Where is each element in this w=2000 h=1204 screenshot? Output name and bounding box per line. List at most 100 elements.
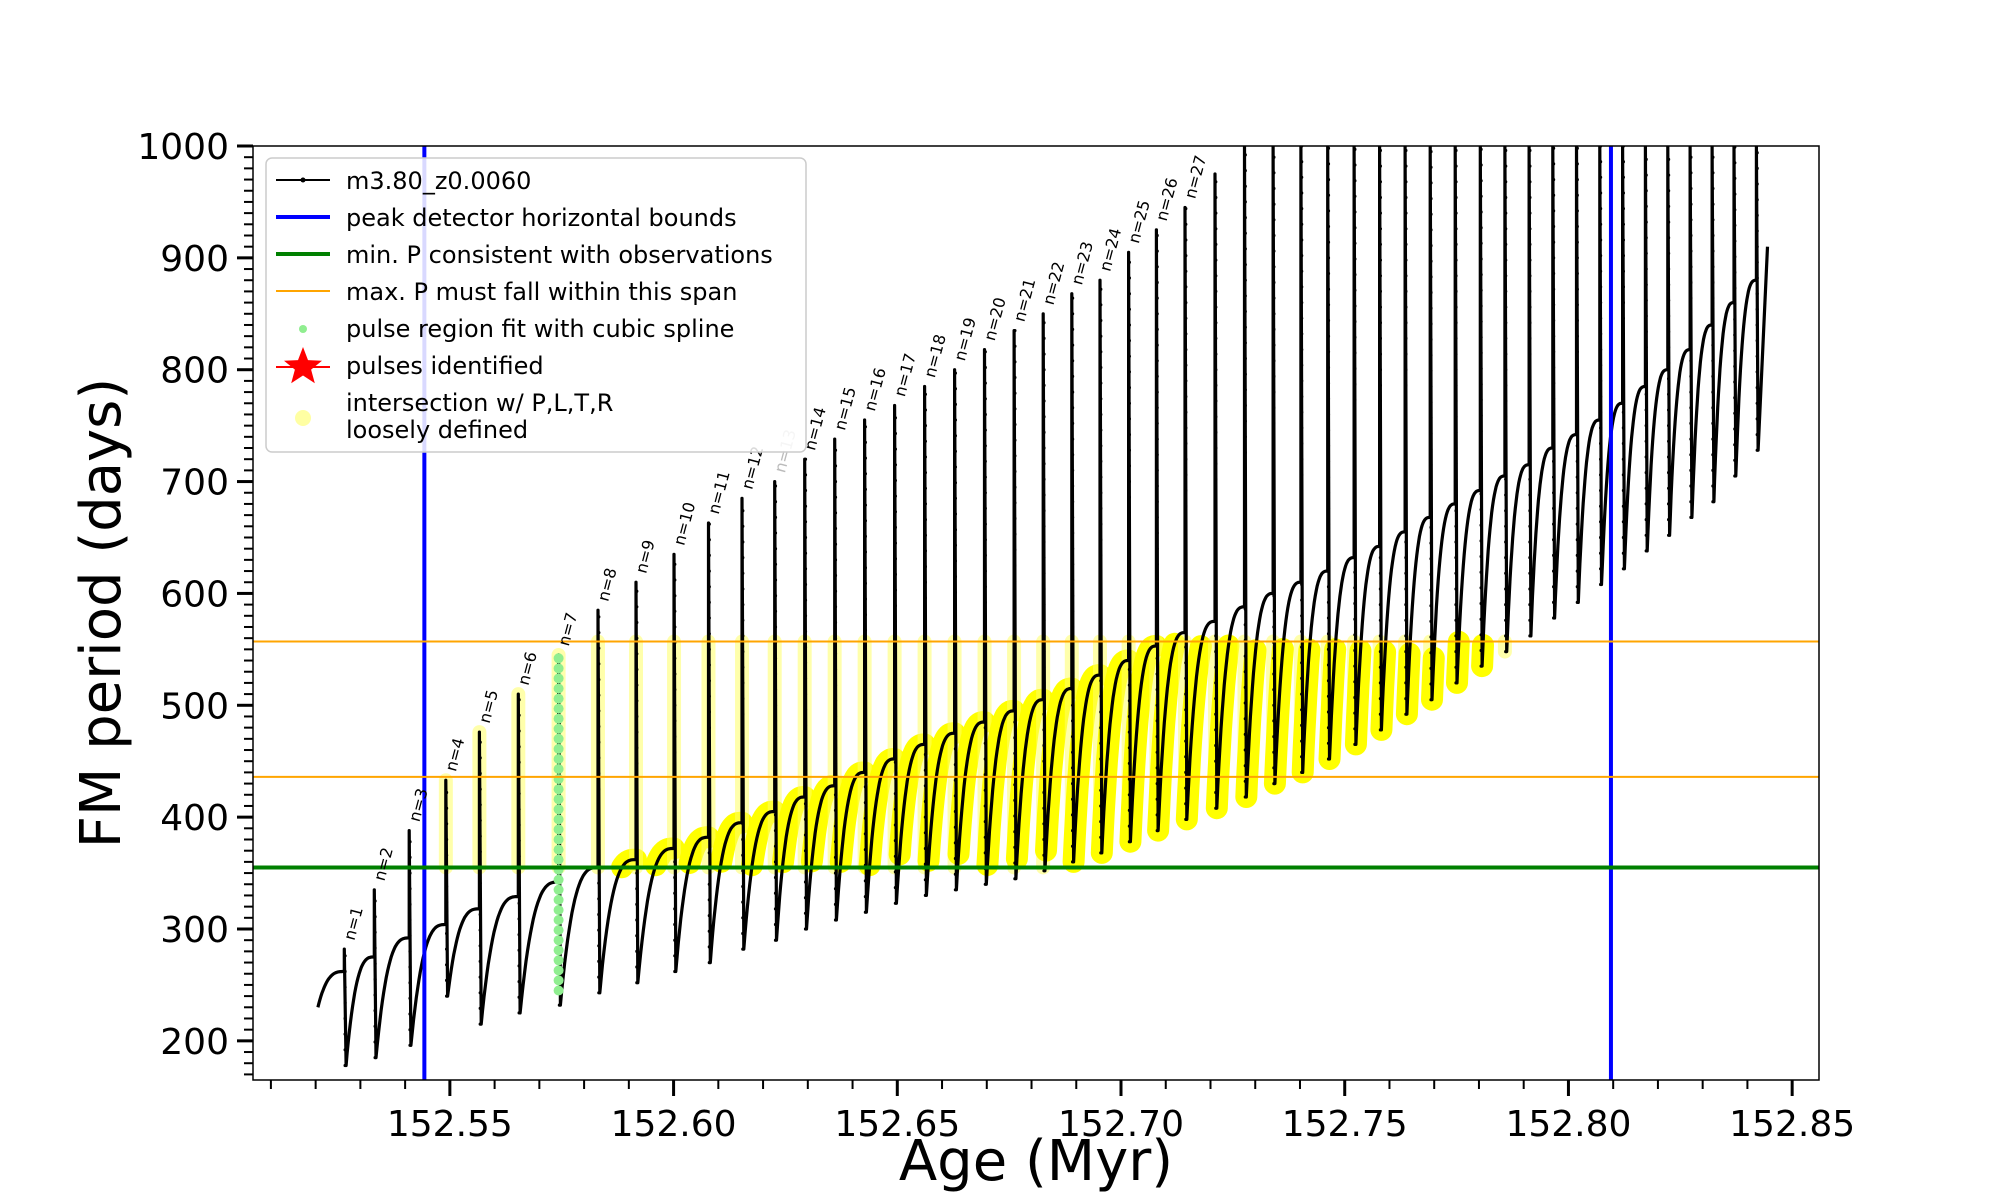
curve-point bbox=[1667, 377, 1671, 381]
curve-point bbox=[1071, 844, 1075, 848]
curve-point bbox=[1071, 750, 1075, 754]
curve-point bbox=[673, 562, 677, 566]
curve-point bbox=[478, 850, 482, 854]
curve-point bbox=[1214, 603, 1218, 607]
curve-point bbox=[707, 757, 711, 761]
curve-point bbox=[893, 416, 898, 420]
curve-point bbox=[803, 723, 808, 728]
curve-point bbox=[408, 965, 412, 969]
curve-point bbox=[1599, 207, 1603, 211]
curve-point bbox=[1454, 493, 1458, 497]
curve-point bbox=[1042, 697, 1046, 701]
curve-point bbox=[1353, 539, 1357, 543]
curve-point bbox=[1667, 189, 1671, 193]
curve-point bbox=[1479, 288, 1483, 292]
curve-point bbox=[1184, 504, 1188, 508]
curve-point bbox=[1755, 307, 1759, 311]
spline-point bbox=[553, 703, 564, 714]
x-tick-label: 152.75 bbox=[1282, 1104, 1408, 1145]
curve-point bbox=[1243, 450, 1247, 455]
curve-point bbox=[1155, 594, 1159, 598]
curve-point bbox=[1575, 522, 1579, 526]
curve-point bbox=[1575, 178, 1579, 182]
curve-point bbox=[1272, 374, 1276, 378]
curve-point bbox=[1184, 645, 1188, 649]
curve-point bbox=[408, 1043, 412, 1047]
curve-point bbox=[1353, 429, 1357, 433]
curve-point bbox=[1504, 462, 1508, 466]
curve-point bbox=[1429, 572, 1433, 577]
curve-point bbox=[1326, 647, 1331, 652]
curve-point bbox=[1071, 813, 1075, 817]
curve-point bbox=[1155, 735, 1159, 739]
curve-point bbox=[635, 965, 639, 969]
x-tick-label: 152.55 bbox=[387, 1104, 513, 1145]
curve-point bbox=[1326, 146, 1331, 150]
curve-point bbox=[1099, 475, 1103, 479]
curve-point bbox=[1479, 492, 1483, 496]
curve-point bbox=[803, 708, 808, 712]
curve-point bbox=[1575, 585, 1579, 589]
curve-point bbox=[1155, 421, 1159, 425]
curve-point bbox=[1099, 303, 1103, 307]
curve-point bbox=[1711, 218, 1715, 222]
curve-point bbox=[707, 835, 711, 839]
curve-point bbox=[1504, 211, 1508, 215]
curve-point bbox=[863, 644, 868, 648]
curve-point bbox=[408, 949, 412, 954]
curve-point bbox=[803, 582, 808, 587]
curve-point bbox=[1071, 656, 1075, 660]
curve-point bbox=[1378, 618, 1382, 622]
spline-point bbox=[553, 894, 564, 905]
curve-point bbox=[707, 679, 711, 683]
curve-point bbox=[1755, 166, 1759, 170]
curve-point bbox=[1479, 194, 1483, 198]
curve-point bbox=[1378, 571, 1382, 575]
curve-point bbox=[478, 787, 482, 791]
curve-point bbox=[741, 509, 745, 513]
curve-point bbox=[1042, 368, 1046, 372]
curve-point bbox=[923, 721, 928, 725]
curve-point bbox=[597, 693, 601, 697]
curve-point bbox=[1326, 538, 1331, 542]
curve-point bbox=[833, 573, 838, 578]
curve-point bbox=[1711, 280, 1715, 285]
curve-point bbox=[1214, 759, 1218, 763]
curve-point bbox=[635, 855, 639, 860]
curve-point bbox=[1755, 323, 1759, 327]
curve-point bbox=[1429, 212, 1433, 216]
x-tick-label: 152.80 bbox=[1505, 1104, 1631, 1145]
curve-point bbox=[1127, 307, 1131, 311]
curve-point bbox=[1243, 717, 1247, 721]
curve-point bbox=[1689, 233, 1693, 238]
curve-point bbox=[1504, 195, 1508, 200]
curve-point bbox=[1326, 193, 1331, 197]
curve-point bbox=[741, 618, 745, 622]
curve-point bbox=[803, 833, 808, 837]
curve-point bbox=[1042, 681, 1046, 685]
curve-point bbox=[893, 510, 898, 514]
curve-point bbox=[1099, 694, 1103, 698]
curve-point bbox=[1621, 535, 1625, 540]
curve-point bbox=[478, 928, 482, 932]
curve-point bbox=[1528, 258, 1532, 262]
curve-point bbox=[1353, 194, 1357, 198]
curve-point bbox=[1528, 274, 1532, 278]
curve-point bbox=[1621, 441, 1625, 446]
curve-point bbox=[1621, 160, 1625, 164]
curve-point bbox=[1272, 249, 1276, 253]
curve-point bbox=[1454, 289, 1458, 293]
curve-point bbox=[983, 522, 987, 526]
curve-point bbox=[1552, 506, 1556, 510]
curve-point bbox=[923, 471, 928, 475]
curve-point bbox=[803, 473, 808, 477]
spline-point bbox=[553, 693, 564, 704]
curve-point bbox=[1300, 535, 1304, 540]
curve-point bbox=[1711, 343, 1715, 347]
curve-point bbox=[1300, 692, 1304, 696]
curve-point bbox=[1243, 435, 1247, 439]
curve-point bbox=[953, 856, 958, 861]
curve-point bbox=[1013, 767, 1017, 771]
curve-point bbox=[1272, 782, 1276, 786]
curve-point bbox=[1013, 626, 1017, 630]
